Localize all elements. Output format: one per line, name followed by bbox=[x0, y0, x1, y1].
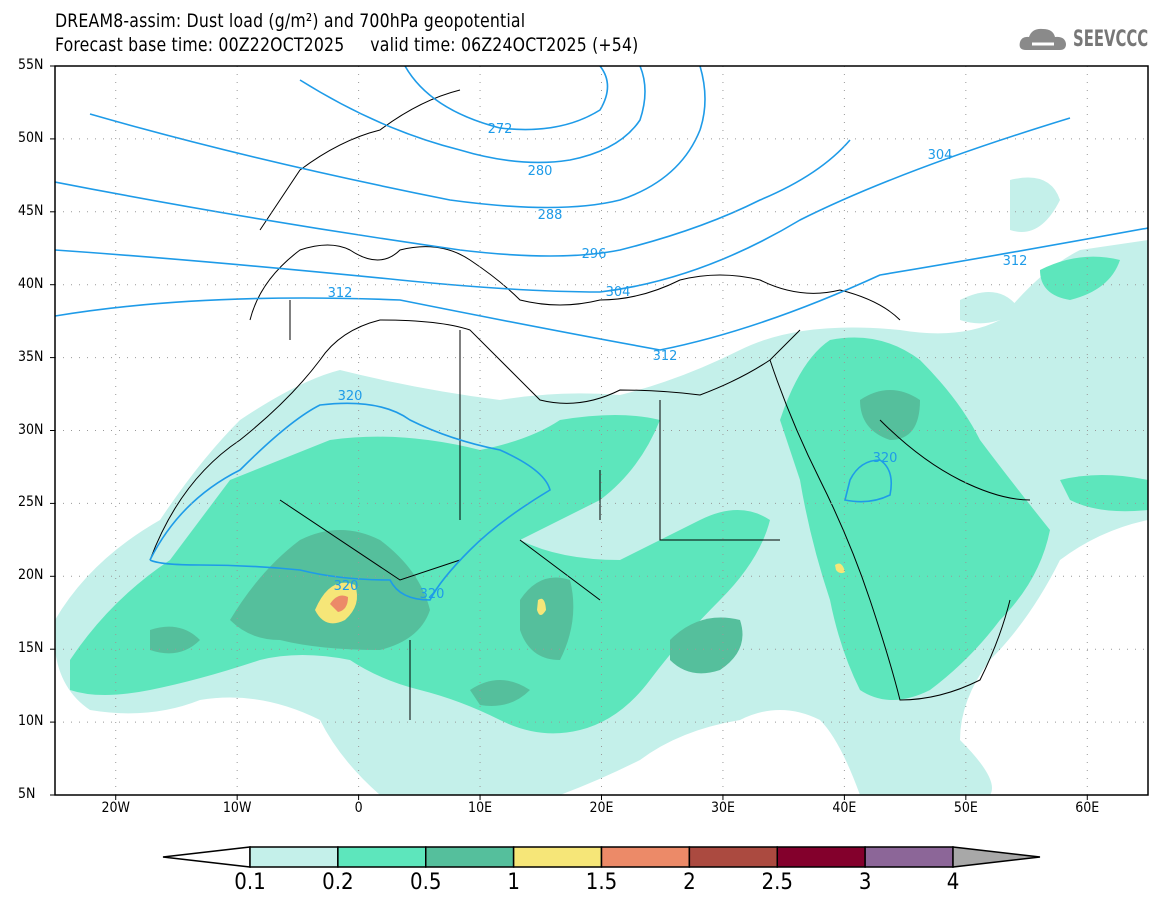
colorbar-box bbox=[600, 846, 691, 868]
latitude-label: 40N bbox=[18, 275, 44, 292]
colorbar bbox=[162, 846, 1041, 868]
contour-label: 312 bbox=[328, 286, 353, 301]
colorbar-box bbox=[688, 846, 778, 868]
contour-label: 320 bbox=[338, 389, 363, 404]
contour-label: 280 bbox=[528, 164, 553, 179]
longitude-label: 40E bbox=[832, 800, 857, 816]
colorbar-box bbox=[249, 846, 339, 868]
latitude-label: 55N bbox=[18, 57, 44, 73]
colorbar-label: 4 bbox=[946, 870, 960, 895]
latitude-label: 10N bbox=[18, 713, 44, 730]
contour-label: 320 bbox=[873, 451, 898, 466]
latitude-label: 35N bbox=[18, 348, 44, 365]
colorbar-under-triangle bbox=[162, 846, 251, 868]
dust-shading-medium bbox=[70, 256, 1148, 734]
longitude-label: 10E bbox=[468, 800, 493, 816]
contour-label: 320 bbox=[420, 587, 445, 602]
longitude-label: 0 bbox=[354, 800, 363, 816]
logo-text: SEEVCCC bbox=[1073, 26, 1149, 52]
dust-shading-high bbox=[315, 563, 845, 624]
latitude-label: 50N bbox=[18, 129, 44, 146]
contour-label: 296 bbox=[582, 247, 607, 262]
contour-label: 312 bbox=[653, 349, 678, 364]
contour-labels: 272 280 288 296 304 312 320 304 312 312 … bbox=[328, 122, 1028, 602]
colorbar-label: 3 bbox=[858, 870, 872, 895]
seevccc-logo: SEEVCCC bbox=[1018, 24, 1165, 54]
longitude-label: 20W bbox=[101, 800, 130, 816]
colorbar-label: 2.5 bbox=[761, 870, 793, 895]
latitude-label: 45N bbox=[18, 202, 44, 219]
longitude-label: 30E bbox=[710, 800, 735, 816]
latitude-label: 30N bbox=[18, 421, 44, 438]
colorbar-label: 1 bbox=[507, 870, 520, 895]
colorbar-box bbox=[864, 846, 954, 868]
longitude-label: 10W bbox=[222, 800, 252, 816]
colorbar-box bbox=[337, 846, 427, 868]
colorbar-label: 0.2 bbox=[322, 870, 354, 895]
cloud-icon bbox=[1019, 28, 1066, 50]
map-title: DREAM8-assim: Dust load (g/m²) and 700hP… bbox=[55, 10, 526, 32]
geopotential-contours bbox=[55, 66, 1148, 601]
longitude-label: 20E bbox=[589, 800, 614, 816]
colorbar-box bbox=[776, 846, 866, 868]
latitude-label: 15N bbox=[18, 640, 44, 657]
colorbar-label: 2 bbox=[683, 870, 696, 895]
colorbar-label: 1.5 bbox=[585, 870, 618, 895]
map-subtitle: Forecast base time: 00Z22OCT2025 valid t… bbox=[55, 34, 639, 56]
longitude-label: 60E bbox=[1075, 800, 1100, 816]
contour-label: 288 bbox=[538, 208, 563, 223]
colorbar-over-triangle bbox=[952, 846, 1041, 868]
coastlines bbox=[149, 89, 1031, 720]
latitude-label: 5N bbox=[18, 786, 36, 802]
contour-label: 320 bbox=[334, 579, 359, 594]
colorbar-label: 0.5 bbox=[410, 870, 442, 895]
contour-label: 272 bbox=[488, 122, 513, 137]
longitude-label: 50E bbox=[953, 800, 978, 816]
dust-shading-dark bbox=[150, 390, 920, 706]
colorbar-box bbox=[425, 846, 515, 868]
contour-label: 304 bbox=[928, 148, 953, 163]
contour-label: 304 bbox=[606, 285, 631, 300]
latitude-label: 20N bbox=[18, 567, 44, 584]
latitude-label: 25N bbox=[18, 494, 44, 511]
contour-label: 312 bbox=[1003, 254, 1028, 269]
colorbar-label: 0.1 bbox=[234, 870, 266, 895]
colorbar-box bbox=[512, 846, 603, 868]
